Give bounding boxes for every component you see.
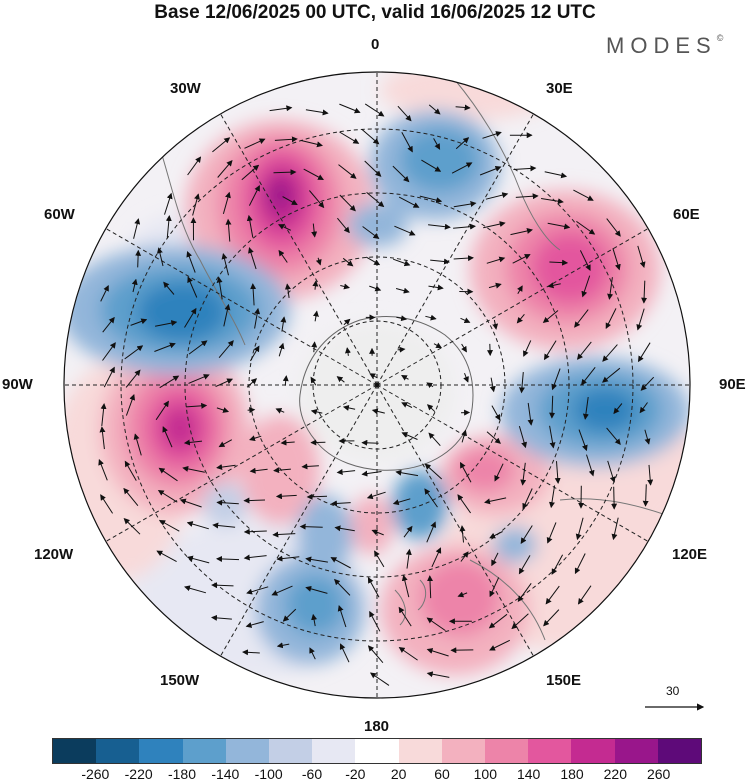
colorbar-tick-label: -220: [125, 766, 153, 782]
colorbar-tick-label: 180: [560, 766, 583, 782]
longitude-label-150e: 150E: [546, 672, 581, 689]
colorbar-swatch: [615, 739, 658, 763]
colorbar: [52, 738, 702, 764]
colorbar-tick-label: 100: [474, 766, 497, 782]
colorbar-tick-label: -100: [255, 766, 283, 782]
longitude-label-180: 180: [364, 718, 389, 735]
longitude-label-120e: 120E: [672, 546, 707, 563]
negative-anomaly-drake-passage: [60, 245, 290, 375]
wind-arrow: [301, 527, 323, 528]
positive-anomaly-tasman-sea: [380, 545, 530, 675]
longitude-label-30w: 30W: [170, 80, 201, 97]
colorbar-swatch: [226, 739, 269, 763]
longitude-label-60e: 60E: [673, 206, 700, 223]
colorbar-tick-label: 60: [434, 766, 450, 782]
longitude-label-0: 0: [371, 36, 379, 53]
colorbar-swatch: [183, 739, 226, 763]
colorbar-tick-label: -140: [211, 766, 239, 782]
colorbar-swatch: [53, 739, 96, 763]
colorbar-swatch: [355, 739, 398, 763]
negative-anomaly-weddell: [370, 110, 500, 220]
negative-anomaly-south-of-australia: [500, 357, 690, 467]
colorbar-swatch: [528, 739, 571, 763]
wind-arrow: [244, 500, 265, 501]
colorbar-swatch: [485, 739, 528, 763]
colorbar-swatch: [139, 739, 182, 763]
colorbar-swatch: [399, 739, 442, 763]
wind-arrow: [362, 443, 378, 444]
colorbar-tick-label: -60: [302, 766, 322, 782]
longitude-label-90w: 90W: [2, 376, 33, 393]
south-pole-marker: [375, 383, 380, 388]
colorbar-tick-label: 140: [517, 766, 540, 782]
colorbar-tick-label: -20: [345, 766, 365, 782]
brand-logo: MODES©: [606, 33, 723, 59]
colorbar-tick-label: 260: [647, 766, 670, 782]
anomaly-shading: [50, 60, 740, 680]
colorbar-ticks: -260 -220 -180 -140 -100 -60 -20 20 60 100 140 180 2…: [0, 766, 750, 784]
colorbar-swatch: [269, 739, 312, 763]
wind-arrow: [138, 251, 139, 268]
longitude-label-60w: 60W: [44, 206, 75, 223]
colorbar-swatch: [442, 739, 485, 763]
colorbar-swatch: [571, 739, 614, 763]
colorbar-tick-label: 20: [391, 766, 407, 782]
positive-anomaly-indian-ocean: [470, 190, 660, 350]
vector-reference-label: 30: [666, 684, 679, 698]
colorbar-swatch: [312, 739, 355, 763]
longitude-label-120w: 120W: [34, 546, 73, 563]
longitude-label-150w: 150W: [160, 672, 199, 689]
colorbar-tick-label: -260: [81, 766, 109, 782]
colorbar-tick-label: -180: [168, 766, 196, 782]
longitude-label-30e: 30E: [546, 80, 573, 97]
map-title: Base 12/06/2025 00 UTC, valid 16/06/2025…: [0, 2, 750, 24]
longitude-label-90e: 90E: [719, 376, 746, 393]
colorbar-tick-label: 220: [604, 766, 627, 782]
colorbar-swatch: [96, 739, 139, 763]
wind-arrow: [614, 487, 615, 509]
colorbar-swatch: [658, 739, 701, 763]
wind-arrow: [248, 410, 255, 411]
